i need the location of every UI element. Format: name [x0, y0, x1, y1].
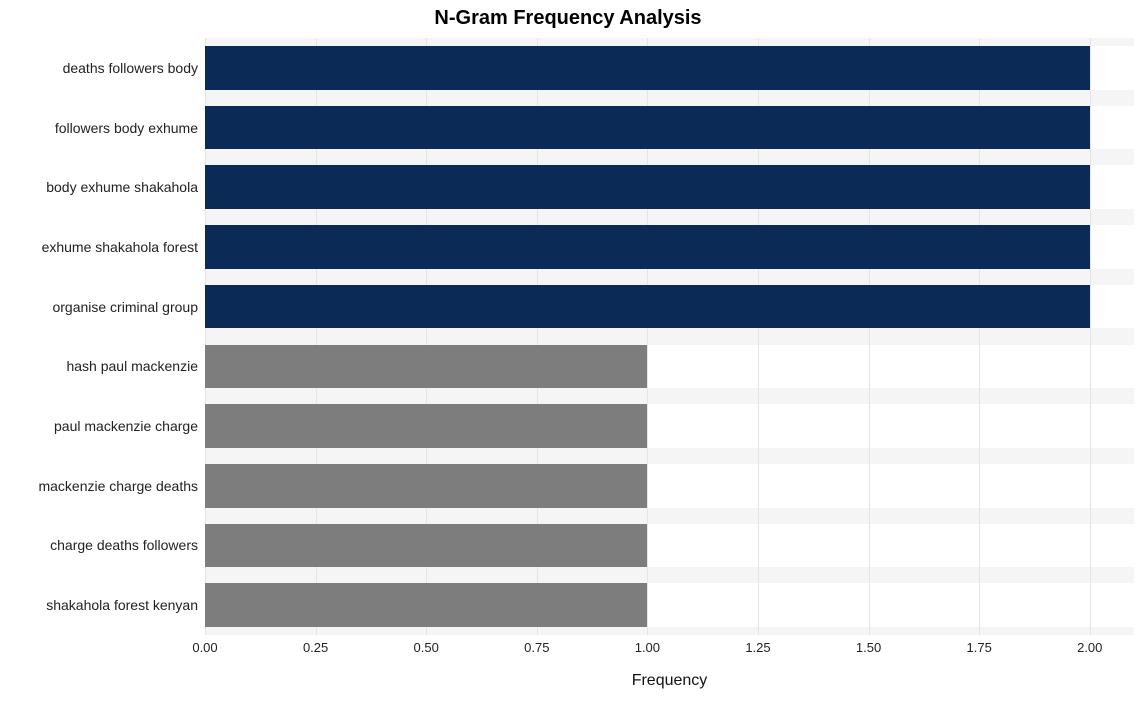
bar — [205, 165, 1090, 209]
x-axis-label: Frequency — [205, 672, 1134, 690]
ngram-frequency-chart: N-Gram Frequency Analysis Frequency 0.00… — [0, 0, 1144, 701]
row-stripe — [205, 448, 1134, 464]
y-tick-label: shakahola forest kenyan — [0, 597, 198, 613]
y-tick-label: charge deaths followers — [0, 537, 198, 553]
x-tick-label: 2.00 — [1077, 640, 1102, 655]
y-tick-label: deaths followers body — [0, 60, 198, 76]
y-tick-label: hash paul mackenzie — [0, 358, 198, 374]
y-tick-label: followers body exhume — [0, 120, 198, 136]
x-tick-label: 1.50 — [856, 640, 881, 655]
bar — [205, 345, 647, 389]
x-tick-label: 1.00 — [635, 640, 660, 655]
x-tick-label: 0.25 — [303, 640, 328, 655]
row-stripe — [205, 38, 1134, 46]
row-stripe — [205, 388, 1134, 404]
row-stripe — [205, 209, 1134, 225]
chart-title: N-Gram Frequency Analysis — [0, 7, 1136, 30]
row-stripe — [205, 567, 1134, 583]
y-tick-label: exhume shakahola forest — [0, 239, 198, 255]
row-stripe — [205, 149, 1134, 165]
y-tick-label: mackenzie charge deaths — [0, 478, 198, 494]
bar — [205, 524, 647, 568]
x-tick-label: 1.75 — [967, 640, 992, 655]
bar — [205, 225, 1090, 269]
y-tick-label: organise criminal group — [0, 299, 198, 315]
bar — [205, 285, 1090, 329]
x-tick-label: 1.25 — [745, 640, 770, 655]
y-tick-label: body exhume shakahola — [0, 179, 198, 195]
y-tick-label: paul mackenzie charge — [0, 418, 198, 434]
row-stripe — [205, 269, 1134, 285]
bar — [205, 464, 647, 508]
bar — [205, 404, 647, 448]
bar — [205, 106, 1090, 150]
bar — [205, 46, 1090, 90]
x-tick-label: 0.50 — [414, 640, 439, 655]
plot-area — [205, 38, 1134, 635]
x-tick-label: 0.75 — [524, 640, 549, 655]
row-stripe — [205, 328, 1134, 344]
x-tick-label: 0.00 — [192, 640, 217, 655]
bar — [205, 583, 647, 627]
gridline — [1090, 38, 1091, 635]
row-stripe — [205, 627, 1134, 635]
row-stripe — [205, 90, 1134, 106]
row-stripe — [205, 508, 1134, 524]
